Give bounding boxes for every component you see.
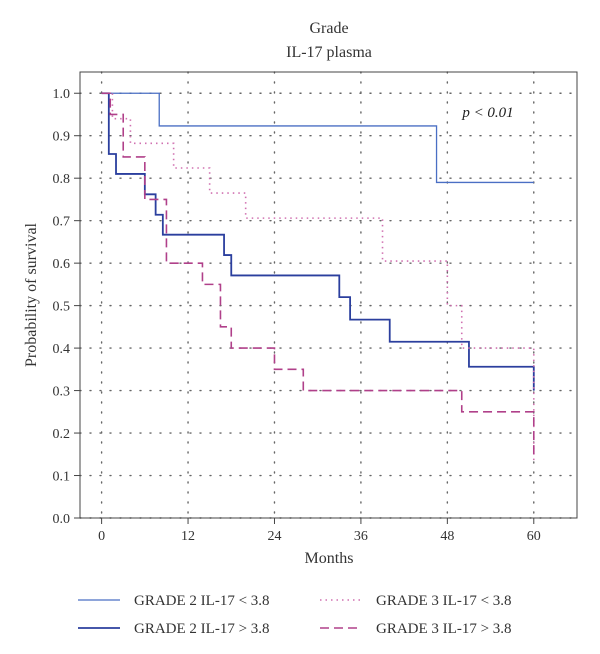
y-tick-label: 0.6 — [53, 257, 71, 272]
grid — [79, 71, 578, 519]
y-tick-label: 0.8 — [53, 172, 71, 187]
y-tick-label: 0.7 — [53, 215, 71, 230]
series-line-3 — [101, 92, 535, 463]
chart-title: Grade — [309, 20, 348, 37]
y-tick-label: 0.4 — [53, 342, 71, 357]
legend-label: GRADE 3 IL-17 < 3.8 — [376, 593, 512, 609]
x-tick-label: 0 — [98, 529, 105, 544]
plot-frame — [79, 71, 578, 519]
y-axis-label: Probability of survival — [23, 222, 40, 367]
y-tick-label: 0.2 — [53, 427, 71, 442]
series-line-1 — [101, 92, 534, 184]
y-tick-label: 0.5 — [53, 300, 71, 315]
axis-ticks: 0 12 24 36 48 60 0.0 0.1 0.2 0.3 0.4 0.5 0.6 0.7 0.8 0.… — [53, 87, 541, 544]
series-line-4 — [101, 92, 535, 455]
legend: GRADE 2 IL-17 < 3.8 GRADE 3 IL-17 < 3.8 GR… — [78, 593, 512, 637]
x-axis-label: Months — [305, 550, 354, 567]
legend-label: GRADE 2 IL-17 > 3.8 — [134, 621, 270, 637]
y-tick-label: 0.9 — [53, 130, 71, 145]
series-line-2 — [101, 92, 535, 391]
x-tick-label: 60 — [527, 529, 541, 544]
x-tick-label: 24 — [267, 529, 281, 544]
y-tick-label: 1.0 — [53, 87, 71, 102]
p-value-annotation: p < 0.01 — [461, 105, 513, 121]
x-tick-label: 48 — [440, 529, 454, 544]
x-tick-label: 12 — [181, 529, 195, 544]
x-tick-label: 36 — [354, 529, 368, 544]
chart-subtitle: IL-17 plasma — [286, 44, 372, 61]
y-tick-label: 0.0 — [53, 512, 71, 527]
series-layer — [101, 92, 535, 463]
y-tick-label: 0.3 — [53, 385, 71, 400]
legend-label: GRADE 2 IL-17 < 3.8 — [134, 593, 270, 609]
y-tick-label: 0.1 — [53, 470, 71, 485]
legend-label: GRADE 3 IL-17 > 3.8 — [376, 621, 512, 637]
